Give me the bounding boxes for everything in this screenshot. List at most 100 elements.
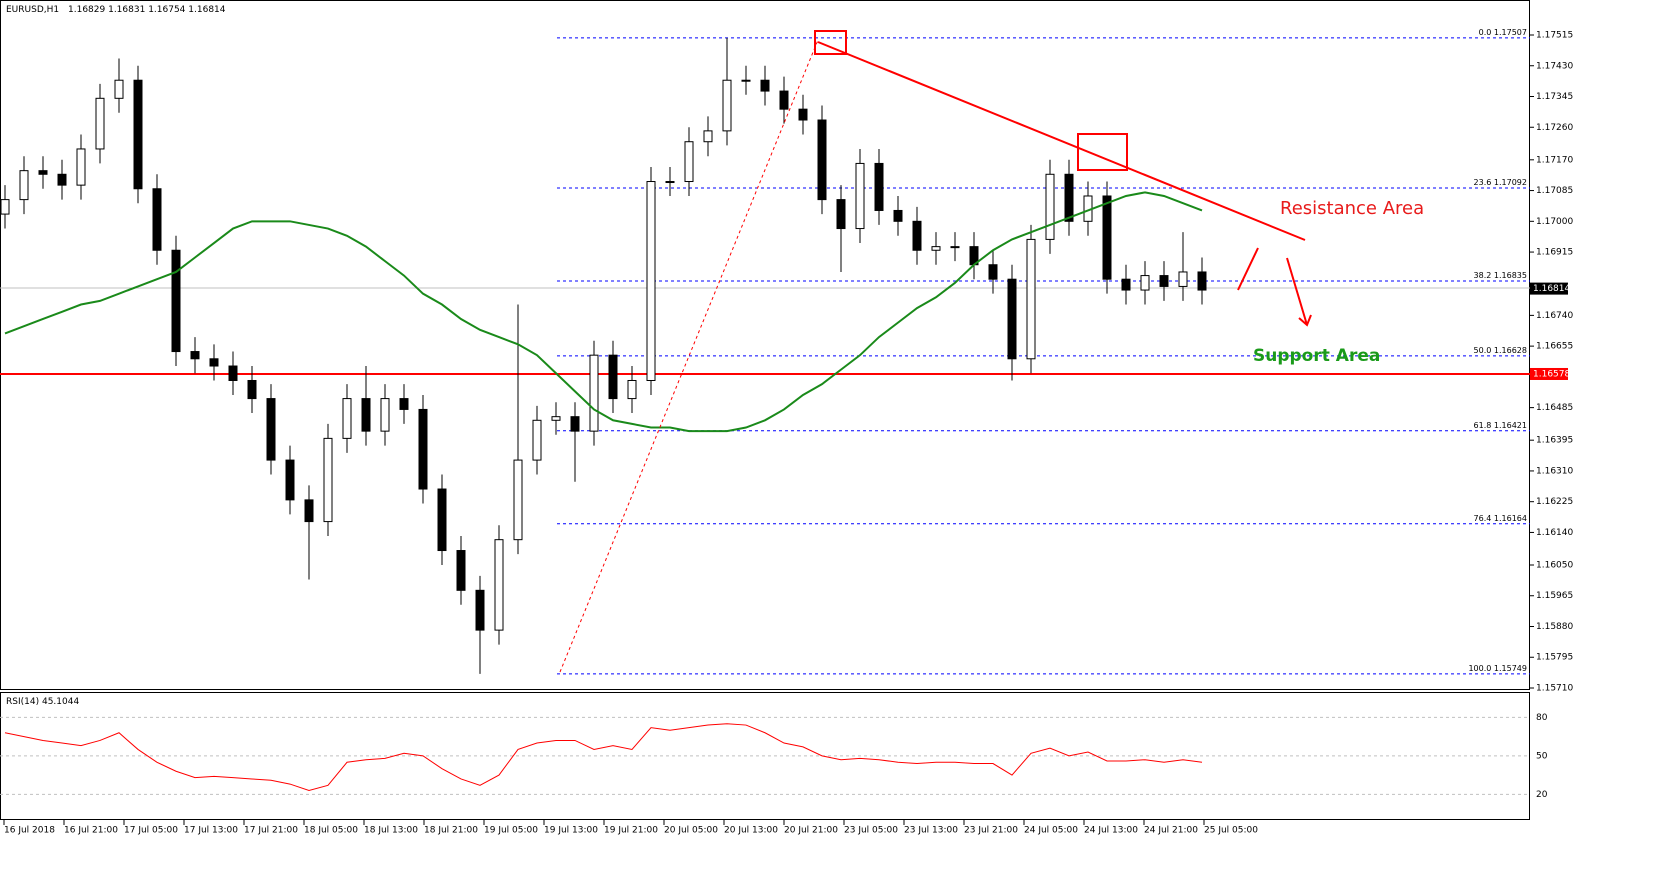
fib-price-label: 1.16835 (1494, 271, 1527, 280)
y-tick-label: 1.16740 (1536, 311, 1573, 321)
moving-average (4, 191, 1203, 433)
candle-body (741, 79, 751, 82)
x-tick-label: 19 Jul 05:00 (484, 826, 538, 836)
candle-body (570, 416, 580, 432)
candle-body (418, 408, 428, 490)
fib-price-label: 1.15749 (1494, 663, 1527, 672)
chart-header: EURUSD,H1 1.16829 1.16831 1.16754 1.1681… (6, 5, 226, 15)
candle-body (931, 246, 941, 251)
rsi-line (4, 723, 1203, 792)
x-tick-label: 17 Jul 13:00 (184, 826, 238, 836)
candle-body (893, 209, 903, 222)
y-tick-label: 1.16310 (1536, 466, 1573, 476)
fib-label: 23.6 1.17092 (1474, 178, 1527, 187)
candle-body (532, 419, 542, 461)
ohlc-value: 1.16831 (108, 5, 145, 15)
fib-label: 0.0 1.17507 (1479, 27, 1527, 36)
y-tick-label: 1.15710 (1536, 684, 1573, 694)
fib-label: 100.0 1.15749 (1468, 663, 1527, 672)
y-tick-label: 1.17000 (1536, 217, 1573, 227)
fib-level-label: 61.8 (1474, 420, 1492, 429)
candle-body (1140, 275, 1150, 291)
candle-body (627, 379, 637, 400)
arrow (1286, 257, 1312, 327)
y-tick-label: 1.16915 (1536, 248, 1573, 258)
ohlc-value: 1.16814 (188, 5, 225, 15)
fib-price-label: 1.16628 (1494, 345, 1527, 354)
candle-body (247, 379, 257, 400)
x-tick-label: 23 Jul 13:00 (904, 826, 958, 836)
fib-price-label: 1.17507 (1494, 27, 1527, 36)
fib-level-label: 76.4 (1474, 513, 1492, 522)
ohlc-value: 1.16829 (68, 5, 105, 15)
candle-body (1102, 195, 1112, 280)
candle-body (171, 249, 181, 353)
candle-body (817, 119, 827, 201)
x-tick-label: 20 Jul 05:00 (664, 826, 718, 836)
candle-body (19, 170, 29, 201)
y-tick-label: 1.16485 (1536, 403, 1573, 413)
candle-body (304, 499, 314, 523)
fib-level-label: 50.0 (1474, 345, 1492, 354)
candle-body (874, 162, 884, 211)
candle-body (76, 148, 86, 186)
highlight-box (1077, 133, 1128, 171)
candle-body (133, 79, 143, 190)
main-panel (0, 0, 1530, 690)
candle-body (836, 199, 846, 230)
candle-body (988, 264, 998, 280)
candle-body (760, 79, 770, 92)
y-tick-label: 80 (1536, 713, 1548, 723)
x-tick-label: 20 Jul 13:00 (724, 826, 778, 836)
x-tick-label: 18 Jul 21:00 (424, 826, 478, 836)
price-tag-label: 1.16578 (1533, 369, 1570, 379)
candle-body (513, 459, 523, 541)
candle-body (266, 398, 276, 461)
trend-line (817, 41, 1306, 241)
x-tick-label: 23 Jul 21:00 (964, 826, 1018, 836)
candle-body (342, 398, 352, 439)
y-tick-label: 1.17260 (1536, 123, 1573, 133)
x-tick-label: 24 Jul 13:00 (1084, 826, 1138, 836)
candle-body (722, 79, 732, 132)
x-tick-label: 16 Jul 21:00 (64, 826, 118, 836)
candle-body (950, 246, 960, 249)
candle-body (1064, 173, 1074, 222)
candle-body (1045, 173, 1055, 240)
candle-body (665, 181, 675, 184)
candle-body (437, 488, 447, 552)
fib-level-label: 23.6 (1474, 178, 1492, 187)
fib-price-label: 1.17092 (1494, 178, 1527, 187)
candle-body (190, 351, 200, 360)
y-tick-label: 1.16225 (1536, 497, 1573, 507)
fib-level-label: 100.0 (1468, 663, 1491, 672)
candle-body (38, 170, 48, 175)
y-tick-label: 50 (1536, 751, 1548, 761)
candle-body (380, 398, 390, 432)
candle-body (589, 354, 599, 432)
annotation: Support Area (1253, 346, 1380, 366)
candle-body (1178, 271, 1188, 287)
main-layer: 1.17515 1.17430 1.17345 1.17260 1.17170 1.170… (0, 27, 1573, 836)
candle-body (152, 188, 162, 251)
rsi-header: RSI(14) 45.1044 (6, 697, 79, 707)
candle-body (209, 358, 219, 367)
y-tick-label: 1.16395 (1536, 436, 1573, 446)
candle-body (855, 162, 865, 230)
x-tick-label: 23 Jul 05:00 (844, 826, 898, 836)
fib-level-label: 38.2 (1474, 271, 1492, 280)
candle-body (456, 550, 466, 591)
symbol: EURUSD,H1 (6, 5, 59, 15)
candle-body (1159, 275, 1169, 287)
x-tick-label: 19 Jul 13:00 (544, 826, 598, 836)
candle-body (399, 398, 409, 410)
candle-body (361, 398, 371, 432)
highlight-box (814, 30, 847, 55)
annotation: Resistance Area (1280, 198, 1424, 219)
y-tick-label: 1.15795 (1536, 653, 1573, 663)
candle-body (285, 459, 295, 501)
x-tick-label: 20 Jul 21:00 (784, 826, 838, 836)
fib-price-label: 1.16421 (1494, 420, 1527, 429)
fib-label: 38.2 1.16835 (1474, 271, 1527, 280)
candle-body (1007, 278, 1017, 360)
